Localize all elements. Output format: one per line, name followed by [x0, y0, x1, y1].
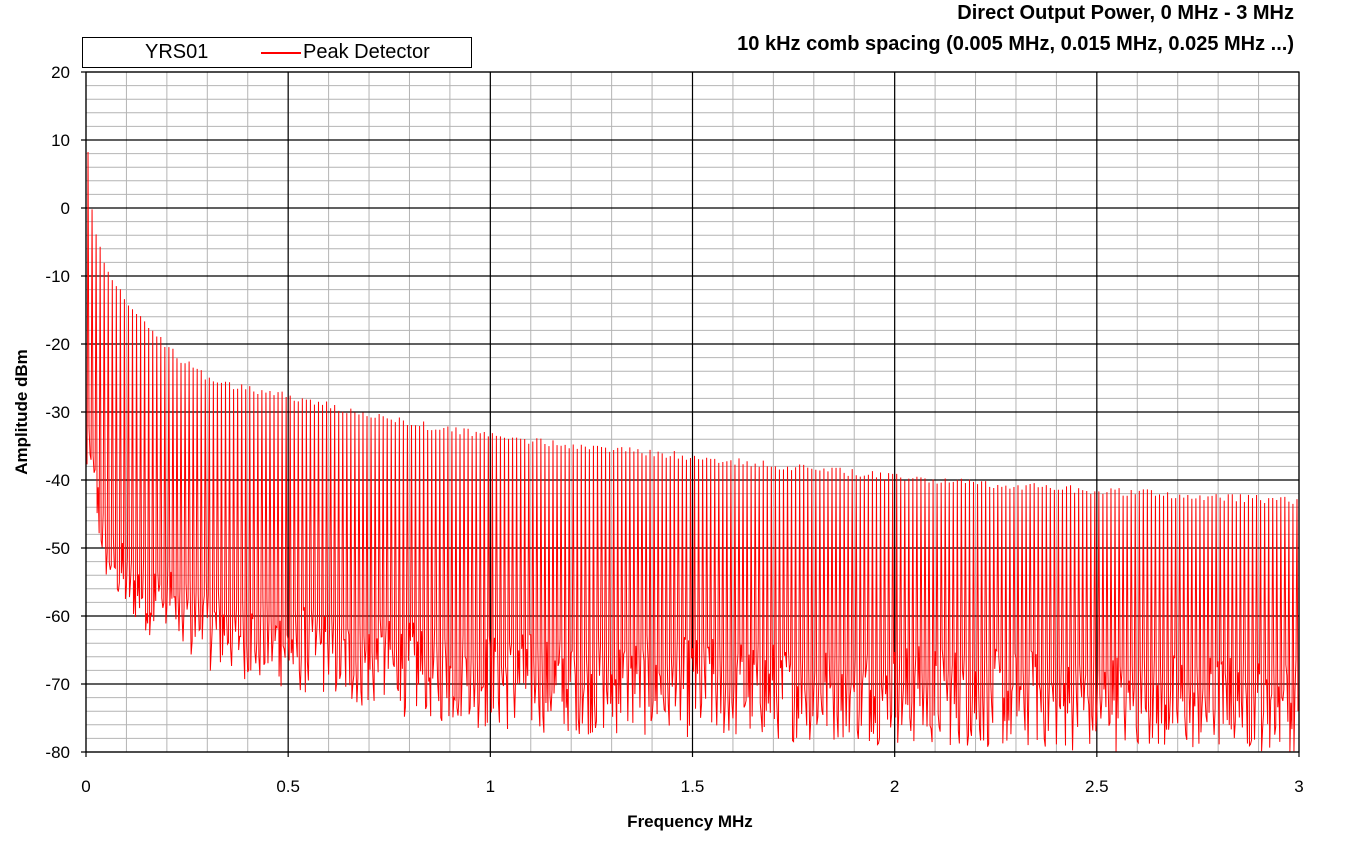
y-tick-label: -50 — [45, 539, 70, 558]
y-tick-label: 0 — [61, 199, 70, 218]
x-tick-label: 2 — [890, 777, 899, 796]
legend-entry-peak-detector: Peak Detector — [303, 41, 430, 63]
y-tick-label: -20 — [45, 335, 70, 354]
x-tick-label: 3 — [1294, 777, 1303, 796]
x-tick-label: 1.5 — [681, 777, 705, 796]
y-tick-label: -10 — [45, 267, 70, 286]
x-tick-label: 0 — [81, 777, 90, 796]
x-tick-label: 1 — [486, 777, 495, 796]
y-tick-label: 20 — [51, 63, 70, 82]
y-tick-label: -70 — [45, 675, 70, 694]
y-tick-label: -60 — [45, 607, 70, 626]
y-axis-title: Amplitude dBm — [12, 349, 31, 475]
legend-swatch — [261, 52, 301, 54]
series-line-peak-detector — [86, 151, 1299, 752]
y-tick-label: -30 — [45, 403, 70, 422]
y-tick-label: 10 — [51, 131, 70, 150]
plot-frame — [85, 71, 1300, 753]
y-tick-label: -40 — [45, 471, 70, 490]
x-tick-label: 0.5 — [276, 777, 300, 796]
tick-labels: 0 0.5 1 1.5 2 2.5 3 -80 -70 -60 -50 -40 -30 -20 -10 0 10… — [45, 63, 1303, 796]
chart-subtitle: 10 kHz comb spacing (0.005 MHz, 0.015 MH… — [737, 33, 1294, 55]
series-peak-detector — [86, 151, 1299, 752]
x-axis-title: Frequency MHz — [627, 812, 753, 831]
y-tick-label: -80 — [45, 743, 70, 762]
chart-title: Direct Output Power, 0 MHz - 3 MHz — [957, 2, 1294, 24]
legend-name: YRS01 — [145, 41, 209, 63]
x-tick-label: 2.5 — [1085, 777, 1109, 796]
legend: YRS01 Peak Detector — [82, 37, 472, 68]
